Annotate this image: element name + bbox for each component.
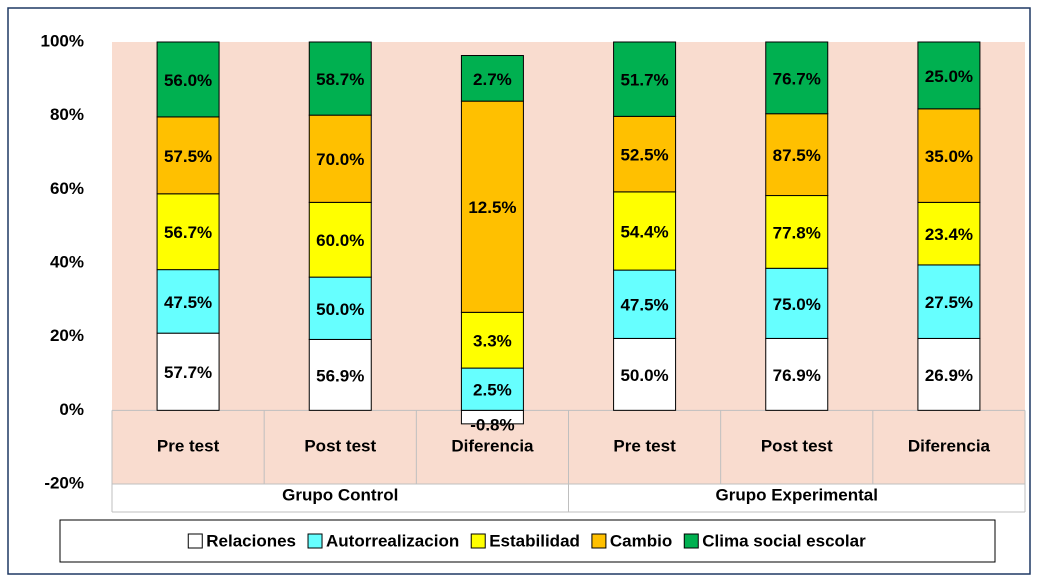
- bar-segment: [308, 338, 372, 411]
- y-tick-label: -20%: [44, 473, 84, 492]
- bar-segment: [460, 367, 524, 411]
- x-tick-label: Diferencia: [451, 436, 534, 455]
- data-label: 87.5%: [773, 146, 821, 165]
- bar-segment: [156, 332, 220, 411]
- data-label: 35.0%: [925, 147, 973, 166]
- legend-label: Cambio: [610, 531, 672, 550]
- data-label: 70.0%: [316, 150, 364, 169]
- data-label: 58.7%: [316, 70, 364, 89]
- data-label: 50.0%: [316, 300, 364, 319]
- bar-segment: [308, 201, 372, 278]
- x-tick-label: Pre test: [157, 436, 220, 455]
- bar-segment: [460, 311, 524, 369]
- data-label: 77.8%: [773, 223, 821, 242]
- bar-segment: [613, 41, 677, 117]
- bar-segment: [765, 195, 829, 269]
- legend-label: Autorrealizacion: [326, 531, 459, 550]
- bar-segment: [156, 193, 220, 271]
- bar-segment: [765, 337, 829, 411]
- bar-segment: [460, 55, 524, 102]
- y-tick-label: 80%: [50, 105, 84, 124]
- data-label: -0.8%: [470, 415, 514, 434]
- legend-swatch: [683, 533, 699, 549]
- y-tick-label: 40%: [50, 252, 84, 271]
- y-tick-label: 100%: [41, 31, 84, 50]
- bar-segment: [917, 337, 981, 411]
- bar-segment: [613, 337, 677, 411]
- data-label: 27.5%: [925, 293, 973, 312]
- legend-swatch: [591, 533, 607, 549]
- data-label: 47.5%: [164, 293, 212, 312]
- data-label: 12.5%: [468, 198, 516, 217]
- data-label: 50.0%: [620, 366, 668, 385]
- x-tick-label: Post test: [304, 436, 376, 455]
- y-tick-label: 20%: [50, 326, 84, 345]
- bar-segment: [156, 269, 220, 334]
- data-label: 56.9%: [316, 366, 364, 385]
- data-label: 52.5%: [620, 146, 668, 165]
- x-tick-label: Pre test: [613, 436, 676, 455]
- legend-label: Clima social escolar: [702, 531, 866, 550]
- data-label: 56.0%: [164, 71, 212, 90]
- legend-label: Estabilidad: [489, 531, 580, 550]
- y-tick-label: 60%: [50, 179, 84, 198]
- data-label: 3.3%: [473, 332, 512, 351]
- bar-segment: [308, 276, 372, 340]
- x-tick-label: Diferencia: [908, 436, 991, 455]
- data-label: 60.0%: [316, 231, 364, 250]
- data-label: 51.7%: [620, 71, 668, 90]
- bar-segment: [613, 115, 677, 193]
- bar-segment: [308, 114, 372, 203]
- bar-segment: [460, 100, 524, 313]
- bar-segment: [917, 108, 981, 203]
- group-label: Grupo Experimental: [716, 485, 878, 504]
- data-label: 76.9%: [773, 366, 821, 385]
- bar-segment: [917, 201, 981, 266]
- data-label: 2.7%: [473, 70, 512, 89]
- legend-swatch: [470, 533, 486, 549]
- bar-segment: [613, 269, 677, 339]
- x-tick-label: Post test: [761, 436, 833, 455]
- group-label: Grupo Control: [282, 485, 398, 504]
- data-label: 56.7%: [164, 223, 212, 242]
- bar-segment: [917, 41, 981, 110]
- legend-swatch: [187, 533, 203, 549]
- bar-segment: [765, 41, 829, 115]
- data-label: 57.5%: [164, 147, 212, 166]
- bar-segment: [308, 41, 372, 116]
- legend-box: [59, 519, 996, 563]
- data-label: 25.0%: [925, 67, 973, 86]
- data-label: 23.4%: [925, 225, 973, 244]
- data-label: 26.9%: [925, 366, 973, 385]
- data-label: 47.5%: [620, 296, 668, 315]
- data-label: 2.5%: [473, 381, 512, 400]
- data-label: 75.0%: [773, 295, 821, 314]
- bar-segment: [156, 41, 220, 118]
- data-label: 54.4%: [620, 222, 668, 241]
- data-label: 57.7%: [164, 363, 212, 382]
- y-tick-label: 0%: [59, 400, 84, 419]
- legend-swatch: [307, 533, 323, 549]
- bar-segment: [156, 116, 220, 195]
- legend-label: Relaciones: [206, 531, 296, 550]
- data-label: 76.7%: [773, 69, 821, 88]
